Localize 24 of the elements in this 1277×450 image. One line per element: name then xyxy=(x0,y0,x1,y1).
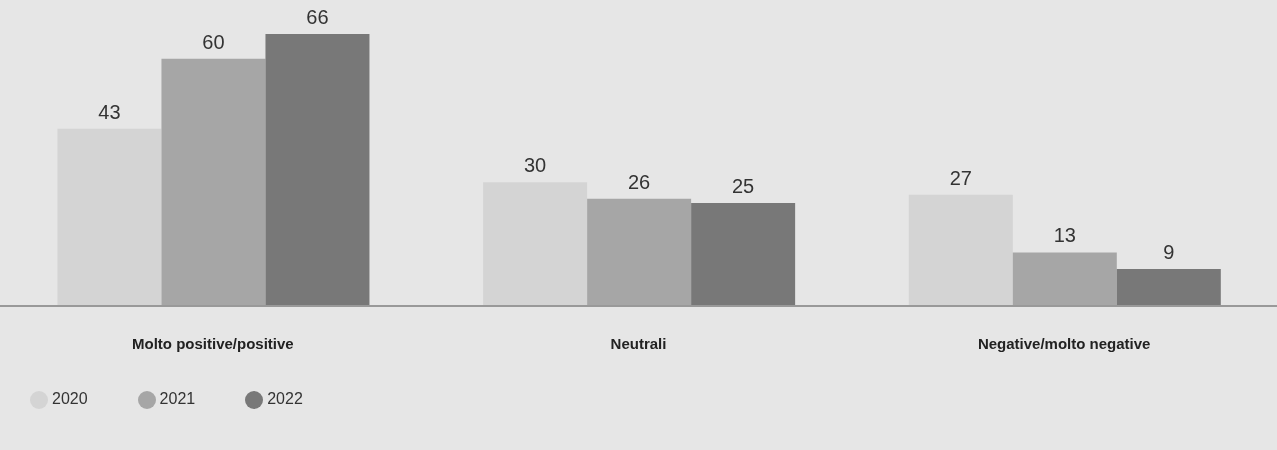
data-label: 26 xyxy=(628,170,651,193)
data-label: 30 xyxy=(524,154,547,177)
bar xyxy=(587,198,692,306)
legend-label: 2021 xyxy=(159,390,196,407)
bar xyxy=(908,194,1013,306)
x-tick-label: Negative/molto negative xyxy=(977,334,1151,352)
data-label: 13 xyxy=(1053,224,1076,247)
bar xyxy=(691,202,796,306)
bar xyxy=(265,34,370,306)
legend-label: 2022 xyxy=(267,390,303,407)
data-label: 43 xyxy=(98,100,121,123)
data-label: 60 xyxy=(202,30,225,53)
bar xyxy=(161,58,266,306)
bar xyxy=(1012,252,1117,306)
data-label: 66 xyxy=(306,6,329,28)
bar xyxy=(57,128,162,306)
data-label: 25 xyxy=(732,174,755,197)
data-label: 27 xyxy=(949,166,972,189)
bar xyxy=(1116,268,1221,306)
data-label: 9 xyxy=(1163,240,1175,263)
bar xyxy=(483,182,588,306)
legend-label: 2020 xyxy=(52,390,88,407)
x-tick-label: Molto positive/positive xyxy=(131,334,294,352)
x-tick-label: Neutrali xyxy=(610,334,667,352)
